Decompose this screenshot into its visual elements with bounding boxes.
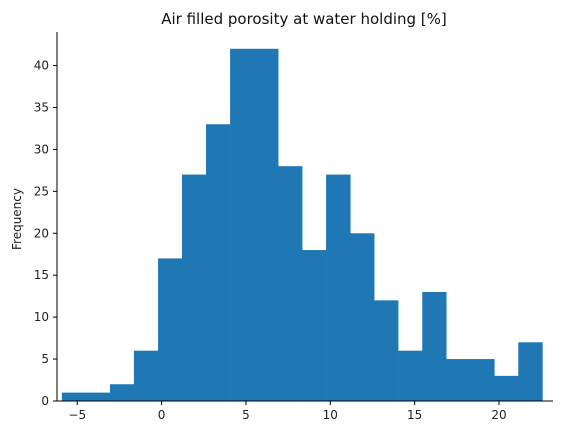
- histogram-bar: [61, 392, 87, 401]
- x-tick-label: 5: [242, 408, 250, 422]
- histogram-bar: [109, 384, 135, 401]
- x-tick-label: 20: [491, 408, 506, 422]
- y-tick-label: 0: [41, 394, 49, 408]
- histogram-bar: [398, 350, 423, 401]
- x-tick-label: 15: [407, 408, 422, 422]
- y-tick-label: 30: [34, 142, 49, 156]
- histogram-bar: [374, 300, 399, 401]
- histogram-bar: [205, 124, 231, 401]
- histogram-bar: [182, 174, 207, 401]
- y-tick-label: 10: [34, 310, 49, 324]
- histogram-bar: [86, 392, 111, 401]
- y-tick-label: 35: [34, 100, 49, 114]
- y-tick-label: 40: [34, 59, 49, 73]
- histogram-bar: [158, 258, 183, 401]
- y-tick-label: 20: [34, 226, 49, 240]
- histogram-bar: [133, 350, 159, 401]
- histogram-bar: [278, 166, 303, 401]
- x-axis-ticks: −5 0 5 10 15 20: [68, 401, 507, 422]
- histogram-bar: [254, 48, 279, 401]
- histogram-bar: [302, 250, 327, 401]
- x-tick-label: 0: [158, 408, 166, 422]
- histogram-bar: [230, 48, 255, 401]
- x-tick-label: 10: [323, 408, 338, 422]
- histogram-bars: [61, 48, 543, 401]
- histogram-bar: [350, 233, 375, 401]
- y-tick-label: 5: [41, 352, 49, 366]
- x-tick-label: −5: [68, 408, 86, 422]
- y-tick-label: 25: [34, 184, 49, 198]
- histogram-bar: [494, 375, 519, 401]
- y-axis-ticks: 0 5 10 15 20 25 30 35 40: [34, 59, 57, 408]
- histogram-bar: [326, 174, 351, 401]
- y-axis-label: Frequency: [10, 188, 24, 250]
- y-tick-label: 15: [34, 268, 49, 282]
- chart-title: Air filled porosity at water holding [%]: [161, 10, 447, 28]
- histogram-bar: [446, 359, 471, 401]
- histogram-bar: [422, 291, 447, 401]
- histogram-bar: [518, 342, 543, 401]
- histogram-bar: [470, 359, 495, 401]
